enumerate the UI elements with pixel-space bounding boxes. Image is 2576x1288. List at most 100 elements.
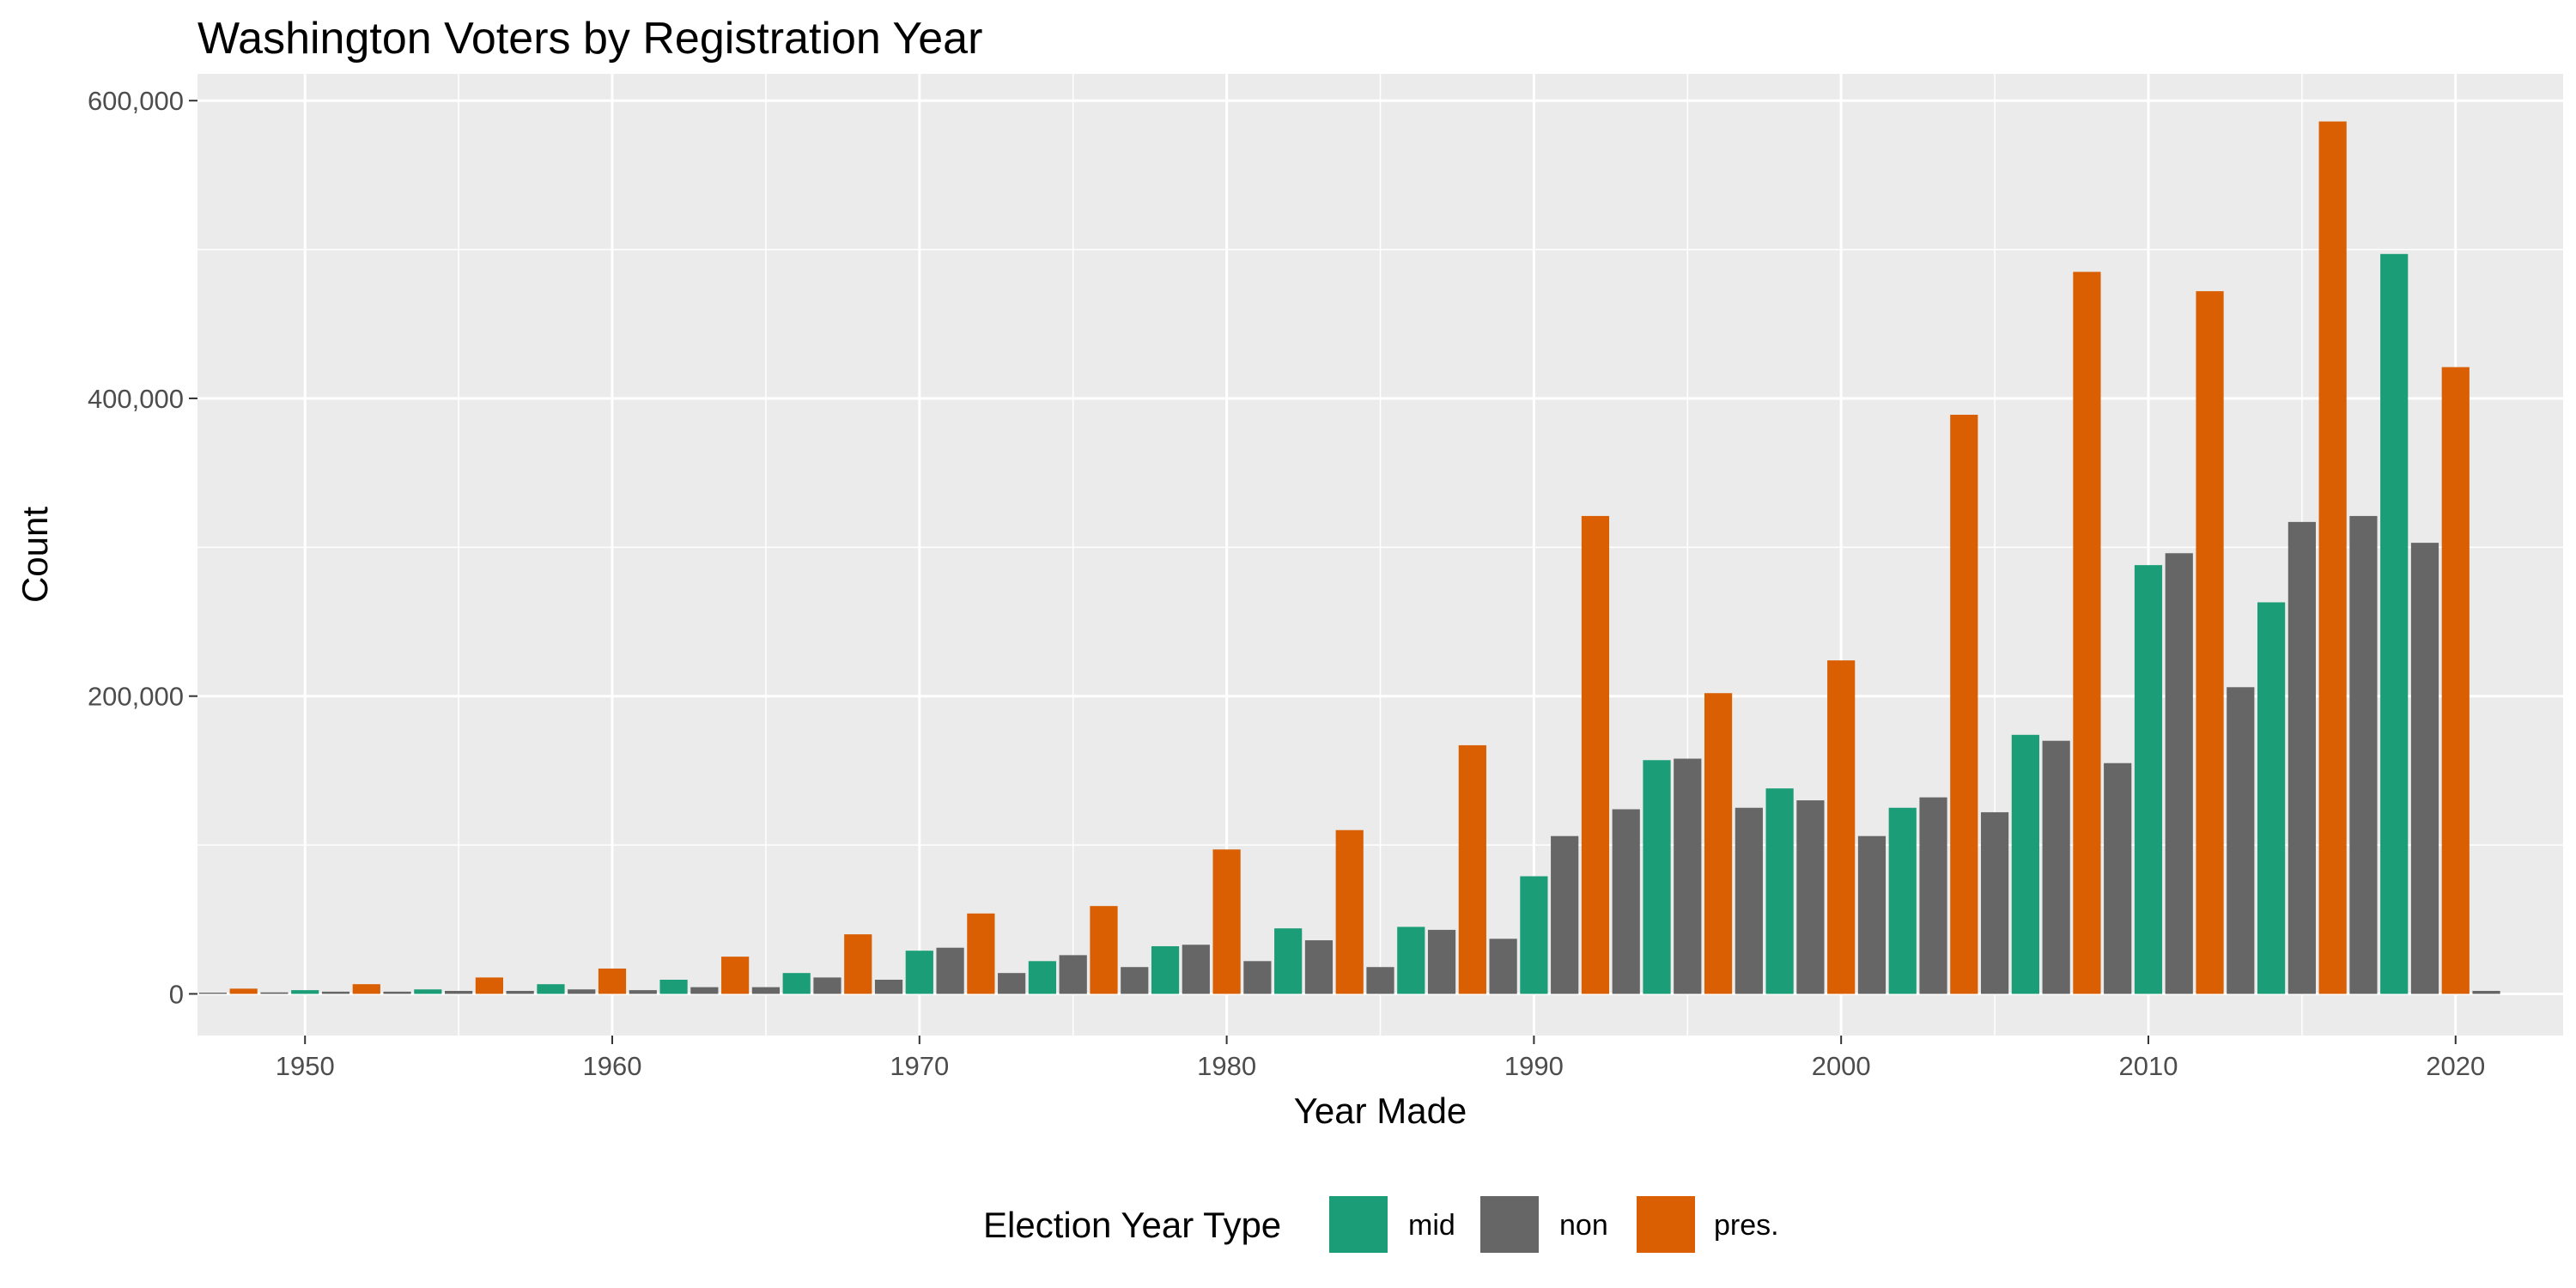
x-axis: 1950 1960 1970 1980 1990 2000 2010 2020 bbox=[276, 1036, 2486, 1081]
bar-1966 bbox=[783, 973, 811, 993]
bar-1993 bbox=[1613, 809, 1640, 993]
bar-1952 bbox=[353, 984, 380, 993]
y-tick-label: 400,000 bbox=[88, 384, 184, 414]
bar-1965 bbox=[752, 987, 780, 994]
bar-2010 bbox=[2135, 565, 2162, 993]
bar-2021 bbox=[2472, 991, 2500, 993]
bar-1976 bbox=[1090, 906, 1117, 993]
bar-2005 bbox=[1981, 812, 2008, 994]
bar-2019 bbox=[2411, 543, 2439, 993]
bar-1985 bbox=[1366, 967, 1394, 993]
bar-1957 bbox=[507, 991, 534, 993]
legend-key-mid bbox=[1329, 1196, 1388, 1253]
bar-1967 bbox=[813, 977, 841, 993]
bar-1961 bbox=[629, 990, 657, 993]
y-tick-label: 600,000 bbox=[88, 86, 184, 116]
bar-1963 bbox=[690, 987, 718, 994]
bar-1996 bbox=[1704, 693, 1732, 993]
bar-2013 bbox=[2227, 687, 2254, 993]
y-axis-title: Count bbox=[15, 507, 55, 603]
bar-1986 bbox=[1397, 927, 1425, 993]
bar-1973 bbox=[998, 973, 1025, 993]
legend-key-pres bbox=[1637, 1196, 1695, 1253]
bar-1951 bbox=[322, 992, 349, 994]
bar-1980 bbox=[1213, 849, 1241, 993]
bar-1960 bbox=[598, 969, 626, 993]
bar-2016 bbox=[2319, 121, 2347, 993]
bar-2009 bbox=[2104, 763, 2131, 994]
chart-title: Washington Voters by Registration Year bbox=[197, 14, 982, 64]
bar-2006 bbox=[2012, 735, 2039, 994]
x-axis-title: Year Made bbox=[1294, 1091, 1467, 1131]
bar-1987 bbox=[1428, 930, 1455, 994]
legend-label-non: non bbox=[1559, 1209, 1608, 1242]
bar-1997 bbox=[1735, 808, 1763, 994]
x-tick-label: 2020 bbox=[2426, 1051, 2485, 1081]
y-tick-label: 0 bbox=[169, 979, 184, 1009]
bar-2017 bbox=[2349, 516, 2377, 994]
y-axis: 0 200,000 400,000 600,000 bbox=[88, 86, 197, 1009]
bar-1970 bbox=[906, 951, 933, 993]
bar-2014 bbox=[2257, 602, 2285, 993]
x-tick-label: 2000 bbox=[1812, 1051, 1871, 1081]
bar-2003 bbox=[1919, 798, 1947, 994]
x-tick-label: 2010 bbox=[2118, 1051, 2178, 1081]
bar-2001 bbox=[1858, 836, 1886, 994]
bar-1953 bbox=[383, 992, 410, 994]
bar-1991 bbox=[1551, 836, 1578, 994]
bar-1955 bbox=[445, 991, 472, 993]
bar-1983 bbox=[1305, 940, 1333, 993]
legend-label-pres: pres. bbox=[1714, 1209, 1779, 1242]
bar-2020 bbox=[2442, 368, 2470, 994]
bar-1949 bbox=[260, 993, 288, 994]
x-tick-label: 1970 bbox=[890, 1051, 949, 1081]
bar-1964 bbox=[721, 957, 749, 993]
bar-1968 bbox=[844, 934, 872, 993]
x-tick-label: 1950 bbox=[276, 1051, 335, 1081]
bar-1977 bbox=[1121, 967, 1148, 993]
x-tick-label: 1990 bbox=[1504, 1051, 1564, 1081]
bar-2012 bbox=[2196, 291, 2223, 993]
bar-2011 bbox=[2166, 553, 2193, 993]
legend-title: Election Year Type bbox=[983, 1205, 1281, 1245]
legend: Election Year Type mid non pres. bbox=[983, 1196, 1779, 1253]
bar-1999 bbox=[1796, 800, 1824, 993]
bar-1974 bbox=[1029, 961, 1056, 993]
bar-1978 bbox=[1151, 946, 1179, 993]
bar-1982 bbox=[1274, 928, 1302, 993]
bar-1994 bbox=[1643, 760, 1670, 993]
bar-1972 bbox=[967, 914, 994, 994]
bar-1995 bbox=[1674, 759, 1701, 994]
legend-key-non bbox=[1480, 1196, 1539, 1253]
bar-1956 bbox=[476, 977, 503, 993]
bar-1990 bbox=[1520, 876, 1547, 993]
bar-1981 bbox=[1243, 961, 1271, 993]
bar-1958 bbox=[537, 984, 564, 993]
bar-1950 bbox=[291, 990, 319, 993]
bar-2004 bbox=[1950, 415, 1978, 993]
bar-1992 bbox=[1582, 516, 1609, 994]
bar-1948 bbox=[230, 988, 258, 993]
bar-1954 bbox=[414, 989, 441, 993]
bar-1998 bbox=[1766, 788, 1794, 993]
bar-1988 bbox=[1459, 745, 1486, 994]
bar-2008 bbox=[2073, 272, 2100, 994]
bar-1984 bbox=[1336, 830, 1364, 994]
bar-1959 bbox=[568, 989, 595, 993]
bar-2015 bbox=[2288, 522, 2316, 994]
bar-1979 bbox=[1182, 945, 1210, 993]
bar-1989 bbox=[1490, 939, 1517, 993]
bar-1975 bbox=[1060, 955, 1087, 993]
y-tick-label: 200,000 bbox=[88, 682, 184, 712]
bar-1962 bbox=[659, 980, 687, 993]
bar-2002 bbox=[1889, 808, 1917, 994]
bar-1971 bbox=[936, 948, 963, 994]
x-tick-label: 1960 bbox=[583, 1051, 642, 1081]
bar-2018 bbox=[2380, 254, 2408, 994]
x-tick-label: 1980 bbox=[1197, 1051, 1256, 1081]
bar-2007 bbox=[2043, 741, 2070, 994]
bar-1969 bbox=[875, 980, 902, 993]
bar-2000 bbox=[1827, 660, 1855, 993]
legend-label-mid: mid bbox=[1408, 1209, 1455, 1242]
